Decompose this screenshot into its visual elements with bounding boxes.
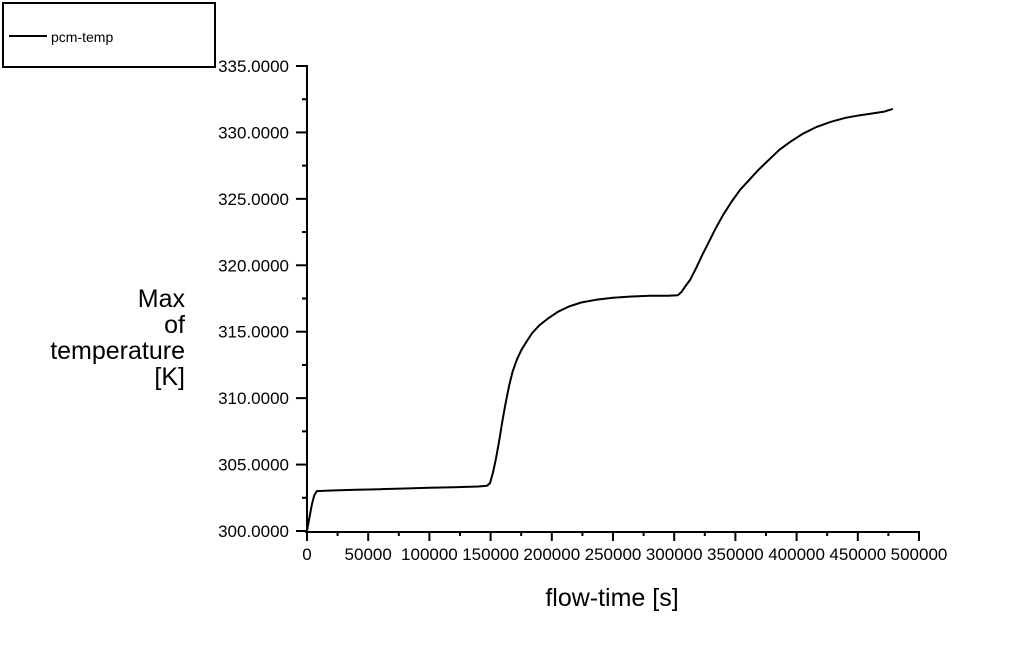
x-tick-label: 100000 bbox=[401, 545, 458, 564]
y-tick-label: 330.0000 bbox=[218, 123, 289, 142]
x-tick-label: 350000 bbox=[707, 545, 764, 564]
x-tick-label: 500000 bbox=[891, 545, 948, 564]
x-tick-label: 400000 bbox=[768, 545, 825, 564]
y-tick-label: 300.0000 bbox=[218, 522, 289, 541]
x-tick-label: 0 bbox=[302, 545, 311, 564]
y-tick-label: 310.0000 bbox=[218, 389, 289, 408]
x-axis-title: flow-time [s] bbox=[545, 584, 679, 612]
y-tick-label: 305.0000 bbox=[218, 456, 289, 475]
y-tick-label: 315.0000 bbox=[218, 323, 289, 342]
y-tick-label: 320.0000 bbox=[218, 256, 289, 275]
x-tick-label: 150000 bbox=[462, 545, 519, 564]
y-axis-title: Max of temperature [K] bbox=[50, 285, 185, 391]
x-tick-label: 300000 bbox=[646, 545, 703, 564]
y-tick-label: 325.0000 bbox=[218, 190, 289, 209]
x-tick-label: 450000 bbox=[829, 545, 886, 564]
x-tick-label: 250000 bbox=[585, 545, 642, 564]
y-tick-label: 335.0000 bbox=[218, 57, 289, 76]
x-tick-label: 50000 bbox=[345, 545, 392, 564]
legend-line-sample bbox=[9, 35, 47, 37]
series-line-pcm-temp bbox=[306, 108, 894, 532]
legend: pcm-temp bbox=[2, 2, 216, 68]
x-tick-label: 200000 bbox=[523, 545, 580, 564]
legend-label: pcm-temp bbox=[51, 29, 114, 45]
